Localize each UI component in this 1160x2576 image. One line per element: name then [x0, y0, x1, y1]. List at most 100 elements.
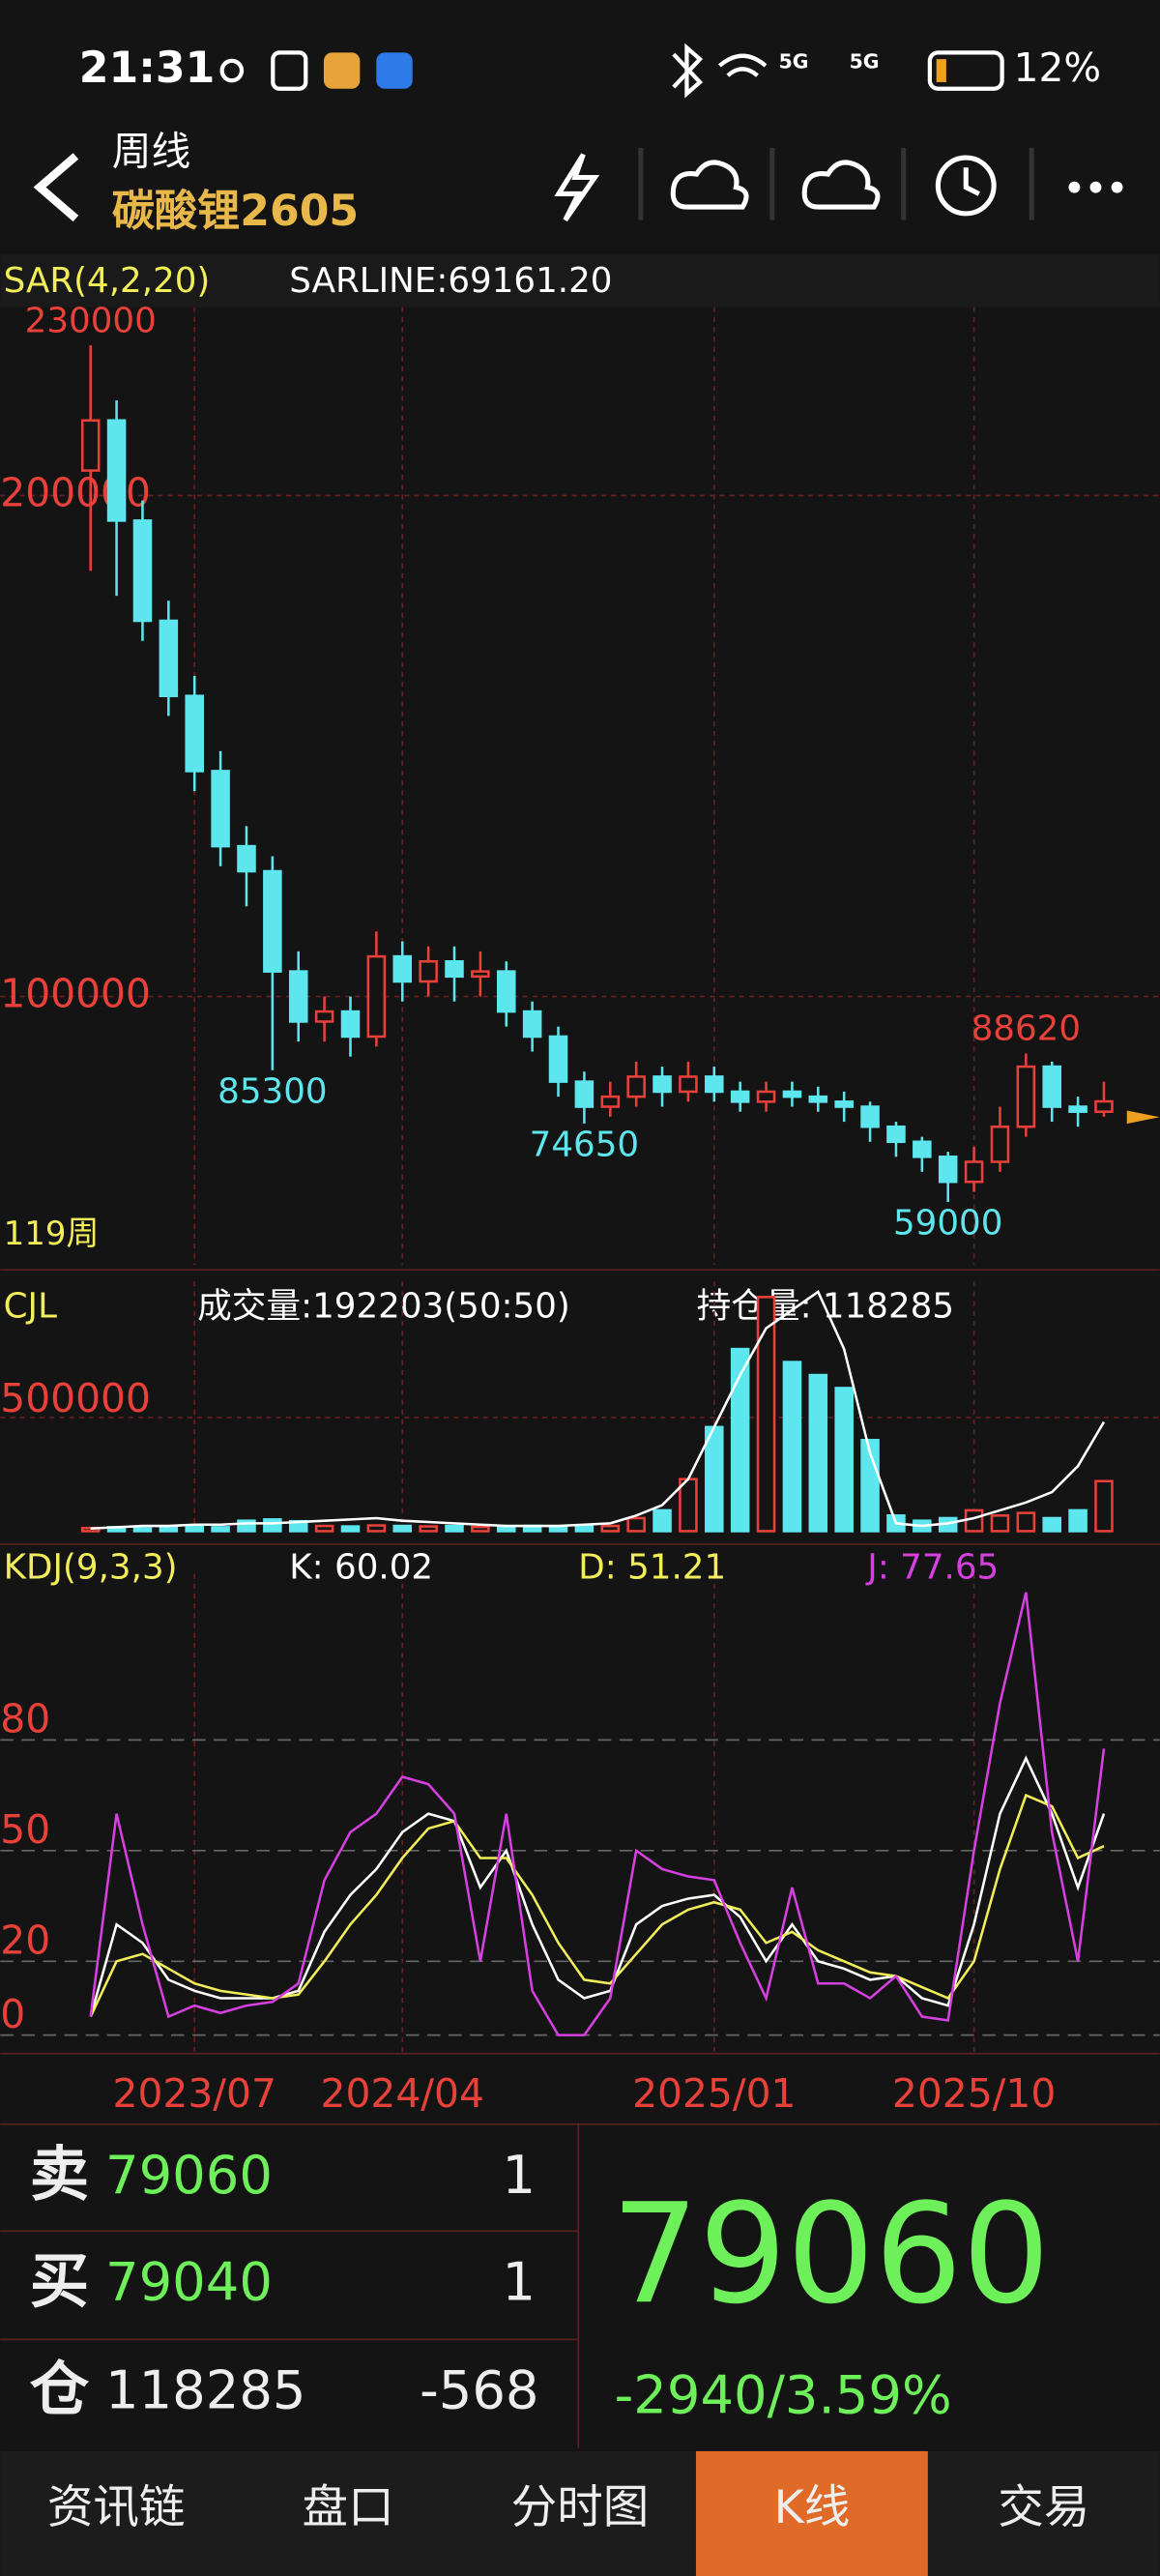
candle-body — [990, 1125, 1010, 1163]
contract[interactable]: 碳酸锂2605 — [112, 187, 359, 236]
active-tab[interactable] — [695, 2450, 928, 2576]
candle-body — [756, 1090, 776, 1103]
candle-body — [237, 844, 256, 873]
volume-bar — [185, 1524, 204, 1533]
battery: 12% — [1014, 44, 1102, 91]
y-tick-label: 100000 — [0, 971, 151, 1017]
tab[interactable]: 盘口 — [303, 2481, 394, 2534]
volume-bar — [964, 1508, 984, 1533]
candle-body — [159, 619, 179, 697]
volume-label: 成交量:192203(50:50) — [197, 1286, 570, 1326]
volume-bar — [652, 1508, 672, 1533]
indicator: KDJ(9,3,3) — [4, 1548, 178, 1588]
network: 5G — [850, 50, 880, 73]
candle-body — [392, 954, 413, 983]
volume-bar — [679, 1478, 698, 1533]
volume-bar — [574, 1525, 594, 1533]
period-count: 119周 — [4, 1215, 100, 1253]
candle-body — [679, 1075, 698, 1094]
candle-body — [522, 1010, 542, 1039]
tab[interactable]: 资讯链 — [47, 2481, 186, 2534]
volume-bar — [1068, 1508, 1088, 1533]
kdj-line — [89, 1793, 1105, 2018]
candle-body — [132, 519, 153, 623]
extreme-label: 230000 — [25, 301, 157, 340]
candle-body — [730, 1090, 750, 1103]
candle-body — [366, 954, 387, 1039]
volume-bar — [548, 1526, 568, 1533]
position-label: 仓 — [30, 2356, 90, 2424]
volume-bar — [990, 1514, 1010, 1533]
extreme-label: 74650 — [530, 1126, 639, 1165]
legend-entry: K: 60.02 — [289, 1548, 433, 1588]
volume-bar — [314, 1524, 334, 1533]
volume-bar — [834, 1387, 854, 1533]
open-interest-line — [90, 1290, 1106, 1531]
candle-body — [211, 770, 230, 848]
candle-body — [808, 1095, 828, 1103]
volume-bar — [237, 1519, 256, 1533]
indicator: SAR(4,2,20) — [4, 261, 211, 301]
candle-body — [106, 419, 127, 522]
tab-bar — [0, 2450, 1160, 2576]
volume-bar — [132, 1527, 153, 1533]
y-tick-label: 200000 — [0, 469, 151, 515]
sell-qty: 1 — [503, 2145, 536, 2206]
candle-body — [496, 970, 516, 1013]
tab[interactable]: K线 — [774, 2481, 851, 2534]
period: 周线 — [112, 129, 191, 175]
x-tick-label: 2025/10 — [892, 2070, 1056, 2117]
tab[interactable]: 交易 — [998, 2481, 1089, 2534]
candle-body — [340, 1010, 361, 1039]
candle-body — [600, 1095, 621, 1108]
indicator: CJL — [4, 1286, 57, 1326]
volume-bar — [782, 1361, 802, 1533]
position-value: 118285 — [105, 2360, 306, 2421]
candle-body — [913, 1140, 932, 1158]
price-pointer — [1126, 1110, 1160, 1125]
candle-body — [419, 960, 438, 983]
candle-body — [471, 970, 490, 979]
volume-bar — [419, 1525, 438, 1533]
candle-body — [782, 1090, 802, 1098]
volume-bar — [600, 1524, 621, 1533]
volume-bar — [471, 1525, 490, 1533]
quote-panel — [0, 2122, 1160, 2451]
candle-body — [1094, 1099, 1114, 1113]
y-tick-label: 20 — [0, 1917, 50, 1964]
sell-label: 卖 — [30, 2140, 89, 2209]
volume-bar — [808, 1373, 828, 1533]
tab[interactable]: 分时图 — [511, 2481, 650, 2534]
volume-bar — [730, 1347, 750, 1533]
clock: 21:31 — [79, 44, 216, 93]
candle-body — [1068, 1105, 1088, 1113]
x-tick-label: 2024/04 — [321, 2070, 484, 2117]
volume-bar — [1016, 1511, 1036, 1533]
candle-body — [574, 1080, 594, 1108]
y-tick-label: 50 — [0, 1806, 50, 1853]
back-button[interactable] — [33, 153, 79, 222]
price-change: -2940/3.59% — [615, 2365, 952, 2426]
x-tick-label: 2023/07 — [113, 2070, 276, 2117]
volume-bar — [1042, 1516, 1061, 1533]
y-tick-label: 500000 — [0, 1375, 151, 1421]
volume-bar — [445, 1524, 464, 1533]
candle-body — [652, 1075, 672, 1094]
candle-body — [834, 1100, 854, 1108]
y-tick-label: 80 — [0, 1696, 50, 1742]
legend-entry: D: 51.21 — [578, 1548, 726, 1588]
sarline: SARLINE:69161.20 — [289, 261, 612, 301]
y-tick-label: 0 — [0, 1991, 25, 2037]
buy-label: 买 — [30, 2247, 89, 2316]
indicator-bar — [0, 254, 1160, 307]
last-price: 79060 — [611, 2174, 1050, 2334]
candle-body — [445, 960, 464, 979]
volume-bar — [211, 1526, 230, 1533]
toolbar-icons[interactable] — [554, 147, 1123, 222]
volume-bar — [756, 1296, 776, 1533]
candle-body — [1042, 1065, 1061, 1108]
candle-body — [886, 1125, 906, 1144]
candle-body — [860, 1105, 880, 1128]
